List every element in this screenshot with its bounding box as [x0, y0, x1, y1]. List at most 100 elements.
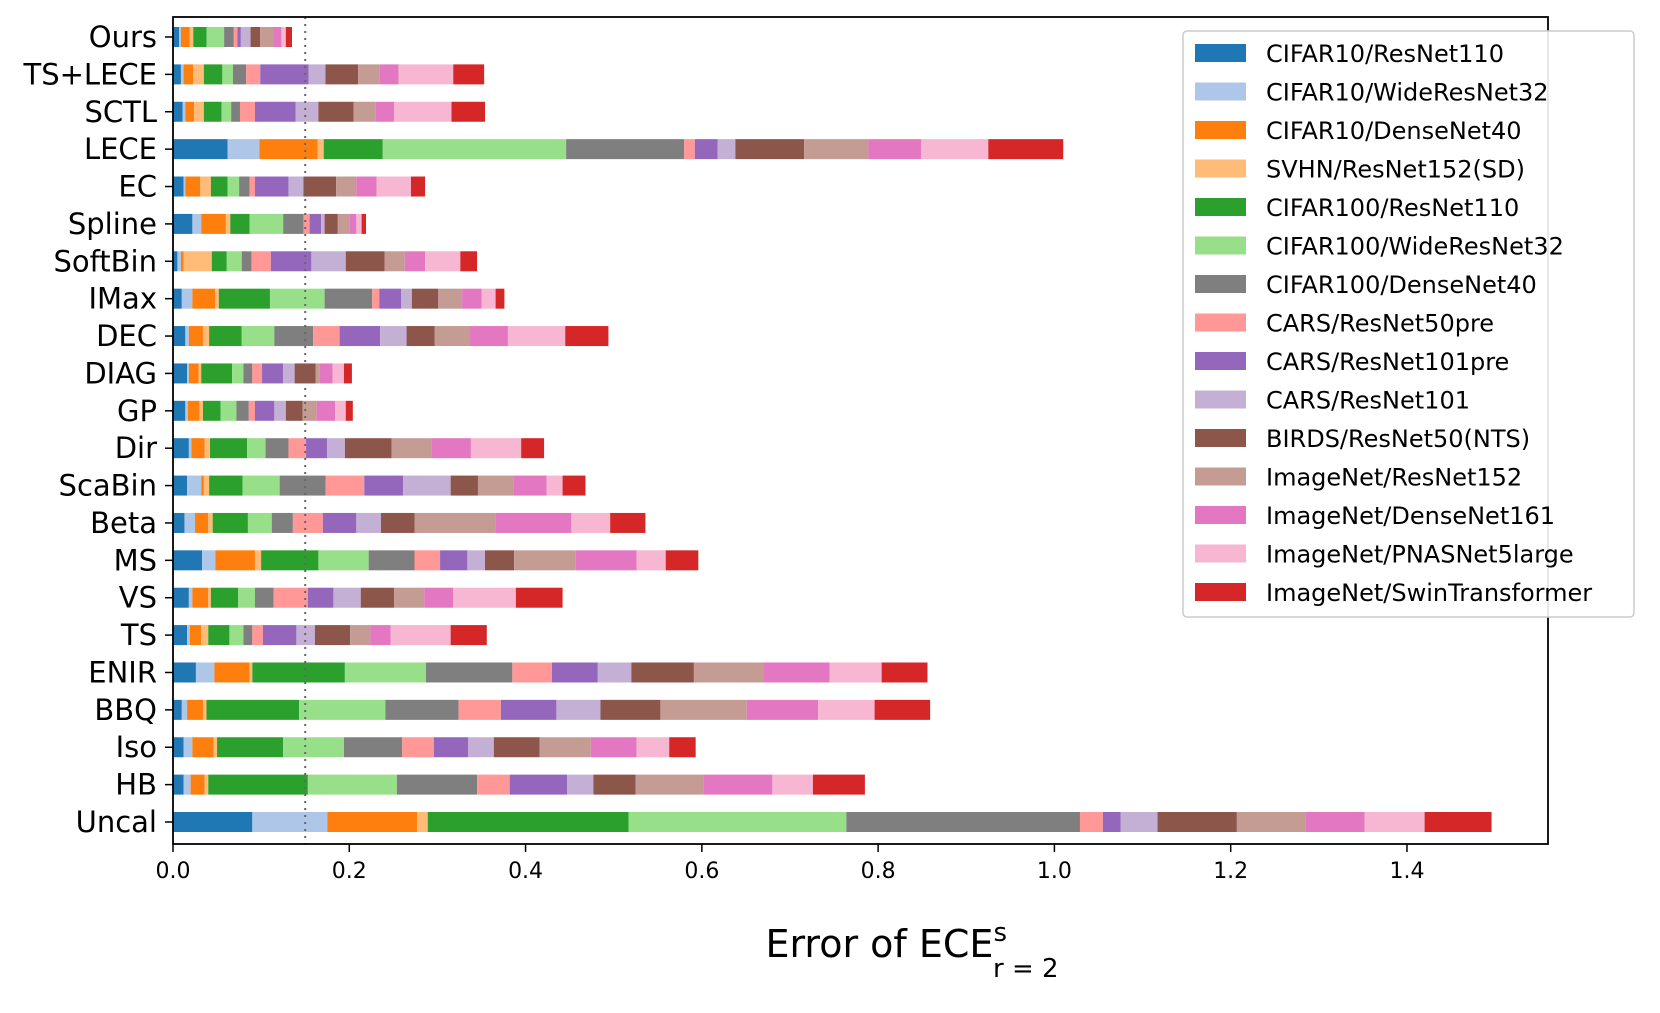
- bar-segment-vs-imagenet-swintransformer: [515, 587, 563, 608]
- bar-segment-softbin-cifar10-wideresnet32: [177, 251, 181, 272]
- bar-segment-diag-imagenet-resnet152: [315, 363, 320, 384]
- y-tick-label: SCTL: [84, 95, 157, 129]
- bar-segment-diag-cars-resnet50pre: [252, 363, 263, 384]
- bar-segment-ms-cars-resnet101pre: [440, 550, 468, 571]
- bar-segment-ts-lece-cifar100-densenet40: [232, 64, 247, 85]
- bar-segment-ec-cifar10-densenet40: [185, 176, 201, 197]
- bar-segment-beta-cifar10-resnet110: [173, 512, 185, 533]
- bar-segment-sctl-cifar10-densenet40: [185, 101, 195, 122]
- bar-segment-vs-imagenet-resnet152: [394, 587, 425, 608]
- legend-swatch: [1195, 390, 1246, 409]
- bar-segment-uncal-birds-resnet50-nts: [1157, 812, 1237, 832]
- legend-label: CIFAR10/DenseNet40: [1266, 117, 1522, 145]
- bar-row-imax: [173, 288, 505, 309]
- bar-segment-gp-imagenet-swintransformer: [345, 400, 353, 421]
- bar-segment-bbq-cifar100-densenet40: [385, 699, 459, 720]
- bar-segment-imax-cifar10-resnet110: [173, 288, 182, 309]
- bar-segment-enir-cifar100-resnet110: [252, 662, 345, 683]
- bar-segment-ec-imagenet-densenet161: [356, 176, 377, 197]
- bar-segment-sctl-cars-resnet101: [295, 101, 319, 122]
- legend-label: CARS/ResNet101pre: [1266, 348, 1509, 376]
- legend-item-cifar100-densenet40: CIFAR100/DenseNet40: [1195, 271, 1537, 299]
- bar-segment-lece-svhn-resnet152-sd: [317, 139, 324, 160]
- bar-segment-dec-birds-resnet50-nts: [406, 326, 435, 347]
- legend-item-cifar10-wideresnet32: CIFAR10/WideResNet32: [1195, 79, 1549, 107]
- legend-swatch: [1195, 429, 1246, 447]
- bar-segment-scabin-birds-resnet50-nts: [450, 475, 478, 496]
- bar-segment-ts-lece-cars-resnet101pre: [260, 64, 309, 85]
- bar-segment-diag-cifar100-resnet110: [201, 363, 233, 384]
- bar-segment-ours-cifar10-wideresnet32: [179, 27, 181, 47]
- bar-segment-gp-cifar100-wideresnet32: [220, 400, 237, 421]
- bar-segment-softbin-birds-resnet50-nts: [345, 251, 385, 272]
- bar-segment-ours-imagenet-pnasnet5large: [281, 27, 286, 47]
- x-tick-label: 1.4: [1389, 859, 1424, 884]
- bar-segment-imax-svhn-resnet152-sd: [215, 288, 219, 309]
- bar-row-scabin: [173, 475, 586, 496]
- legend-swatch: [1195, 44, 1246, 62]
- bar-segment-ours-cifar10-resnet110: [173, 27, 180, 47]
- legend-item-imagenet-densenet161: ImageNet/DenseNet161: [1195, 502, 1555, 530]
- bar-segment-ours-cifar100-wideresnet32: [206, 27, 225, 47]
- bar-segment-gp-cifar100-resnet110: [202, 400, 221, 421]
- bar-segment-softbin-cifar100-resnet110: [211, 251, 227, 272]
- legend-label: CARS/ResNet50pre: [1266, 310, 1494, 338]
- y-tick-label: Uncal: [76, 805, 157, 839]
- legend-label: SVHN/ResNet152(SD): [1266, 156, 1525, 184]
- y-tick-label: Dir: [115, 431, 157, 465]
- x-axis: 0.0 0.2 0.4 0.6 0.8 1.0 1.2 1.4: [156, 844, 1424, 884]
- bar-segment-ts-imagenet-pnasnet5large: [390, 625, 451, 646]
- bar-segment-enir-cars-resnet101: [597, 662, 632, 683]
- bar-segment-imax-cars-resnet50pre: [372, 288, 380, 309]
- bar-segment-iso-svhn-resnet152-sd: [213, 737, 218, 758]
- y-tick-label: Beta: [90, 506, 157, 540]
- bar-segment-sctl-cars-resnet101pre: [254, 101, 296, 122]
- bar-segment-sctl-cifar10-resnet110: [173, 101, 183, 122]
- bar-segment-softbin-cifar100-wideresnet32: [226, 251, 242, 272]
- bar-segment-bbq-imagenet-pnasnet5large: [818, 699, 875, 720]
- bar-segment-gp-imagenet-pnasnet5large: [335, 400, 346, 421]
- bar-segment-diag-birds-resnet50-nts: [294, 363, 316, 384]
- y-tick-label: SoftBin: [53, 244, 157, 278]
- bar-segment-sctl-cifar100-wideresnet32: [221, 101, 232, 122]
- y-tick-label: Iso: [116, 730, 157, 764]
- bar-segment-ts-lece-cifar10-densenet40: [183, 64, 194, 85]
- bar-segment-ours-imagenet-densenet161: [273, 27, 282, 47]
- bar-segment-iso-cifar10-resnet110: [173, 737, 184, 758]
- x-tick-label: 0.8: [861, 859, 896, 884]
- bar-segment-beta-cifar100-resnet110: [212, 512, 248, 533]
- bar-segment-vs-imagenet-densenet161: [424, 587, 454, 608]
- bar-segment-softbin-cars-resnet101pre: [270, 251, 312, 272]
- bar-segment-spline-imagenet-swintransformer: [361, 213, 367, 234]
- bar-segment-scabin-cifar10-densenet40: [201, 475, 204, 496]
- bar-segment-ts-cifar100-densenet40: [243, 625, 253, 646]
- legend-item-cifar10-densenet40: CIFAR10/DenseNet40: [1195, 117, 1522, 145]
- bar-segment-dec-imagenet-swintransformer: [565, 326, 609, 347]
- bar-segment-scabin-imagenet-densenet161: [513, 475, 547, 496]
- bar-segment-uncal-imagenet-densenet161: [1305, 812, 1365, 832]
- bar-segment-imax-imagenet-pnasnet5large: [481, 288, 496, 309]
- y-tick-label: IMax: [88, 282, 157, 316]
- bar-segment-vs-birds-resnet50-nts: [360, 587, 395, 608]
- bar-segment-imax-cars-resnet101: [401, 288, 412, 309]
- bar-segment-softbin-imagenet-densenet161: [404, 251, 426, 272]
- bar-row-enir: [173, 662, 928, 683]
- x-tick-label: 1.2: [1213, 859, 1248, 884]
- x-tick-label: 0.0: [156, 859, 191, 884]
- legend-label: BIRDS/ResNet50(NTS): [1266, 425, 1530, 453]
- legend-label: CARS/ResNet101: [1266, 387, 1470, 415]
- bar-segment-ts-birds-resnet50-nts: [314, 625, 351, 646]
- bar-segment-sctl-imagenet-pnasnet5large: [394, 101, 452, 122]
- bar-segment-ms-cifar100-wideresnet32: [318, 550, 369, 571]
- legend-item-imagenet-resnet152: ImageNet/ResNet152: [1195, 464, 1522, 492]
- bar-row-ours: [173, 27, 292, 47]
- bar-segment-beta-imagenet-pnasnet5large: [571, 512, 611, 533]
- bar-segment-lece-cifar100-densenet40: [566, 139, 685, 160]
- bar-row-ec: [173, 176, 426, 197]
- legend-item-svhn-resnet152-sd: SVHN/ResNet152(SD): [1195, 156, 1525, 184]
- bar-segment-lece-cifar100-wideresnet32: [382, 139, 567, 160]
- bar-segment-ms-cars-resnet101: [467, 550, 486, 571]
- bar-segment-gp-cifar10-densenet40: [187, 400, 200, 421]
- bar-segment-beta-cifar100-wideresnet32: [247, 512, 272, 533]
